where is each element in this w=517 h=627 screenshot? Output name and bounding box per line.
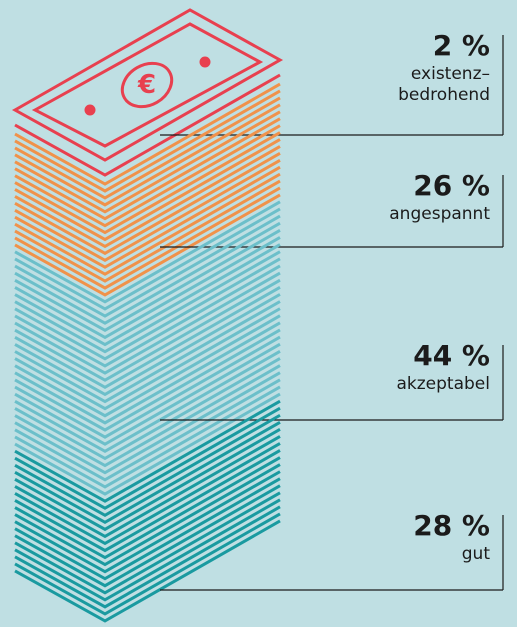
bill-layer [14,321,281,425]
bill-layer [14,307,281,411]
bill-layer [14,342,281,446]
bill-layer [14,207,281,311]
bill-layer [14,335,281,439]
bill-layer [14,103,281,207]
bill-layer [14,456,281,560]
bill-layer [14,463,281,567]
bill-layer [14,392,281,496]
bill-layer [14,442,281,546]
bill-layer [14,264,281,368]
bill-layer [14,512,281,616]
bill-layer [14,484,281,588]
bill-layer [14,519,281,623]
category-label: akzeptabel [396,374,491,394]
category-label: gut [461,544,490,564]
bill-layer [14,236,281,340]
bill-layer [14,179,281,283]
bill-layer [14,420,281,525]
bill-layer [14,152,281,256]
category-label: angespannt [389,204,490,224]
bill-layer [14,221,281,325]
bill-layer [14,350,281,454]
bill-layer [14,470,281,574]
bill-layer [14,271,281,375]
stack-segment [14,399,281,623]
svg-text:€: € [137,70,156,100]
bill-layer [14,406,281,510]
bill-layer [14,138,281,242]
bill-layer [14,131,281,235]
stack-segment [14,200,281,496]
bill-layer [14,117,281,221]
bill-layer [14,124,281,228]
percent-label: 28 % [413,509,490,542]
bill-icon: € [11,8,284,162]
bill-layer [14,250,281,354]
stack-segment [14,82,281,297]
percent-label: 26 % [413,169,490,202]
category-label: existenz– bedrohend [398,64,490,105]
bill-layer [14,257,281,361]
bill-layer [14,399,281,503]
bill-layer [14,449,281,553]
percent-label: 44 % [413,339,490,372]
bill-layer [14,328,281,432]
bill-layer [14,498,281,602]
bill-layer [14,193,281,297]
bill-layer [14,186,281,290]
stack-segment [14,73,281,177]
bill-layer [14,413,281,517]
bill-layer [14,82,281,186]
bill-layer [14,110,281,214]
percent-label: 2 % [432,29,490,62]
bill-layer [14,491,281,595]
bill-layer [14,89,281,193]
bill-layer [14,172,281,276]
bill-layer [14,285,281,389]
bill-layer [14,505,281,609]
bill-layer [14,364,281,468]
bill-layer [14,477,281,581]
bill-layer [14,314,281,418]
bill-layer [14,73,281,177]
bill-layer [14,278,281,382]
bill-layer [14,96,281,200]
bill-layer [14,428,281,532]
bill-layer [14,200,281,304]
bill-layer [14,214,281,318]
bill-layer [14,158,281,262]
bill-layer [14,165,281,269]
bill-layer [14,145,281,249]
bill-layer [14,293,281,397]
bill-layer [14,229,281,333]
bill-layer [14,357,281,461]
bill-layer [14,435,281,539]
bill-layer [14,371,281,475]
bill-layer [14,300,281,404]
bill-layer [14,378,281,482]
bill-layer [14,243,281,347]
